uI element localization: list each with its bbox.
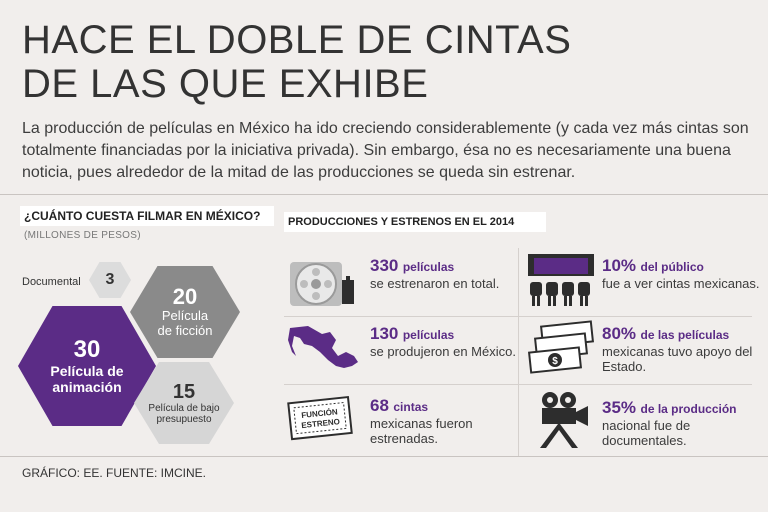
stat-68-number: 68 xyxy=(370,396,389,415)
ticket-text-1: FUNCIÓN xyxy=(301,407,338,420)
page-title: HACE EL DOBLE DE CINTAS DE LAS QUE EXHIB… xyxy=(22,18,742,106)
stat-35pct-text: nacional fue de documentales. xyxy=(602,418,691,448)
row-divider-1 xyxy=(284,316,752,317)
footer-credits: GRÁFICO: EE. FUENTE: IMCINE. xyxy=(22,466,207,480)
animacion-value: 30 xyxy=(73,335,101,363)
productions-section-header: Producciones y estrenos en el 2014 xyxy=(284,212,546,232)
documental-label: Documental xyxy=(22,276,81,288)
svg-text:$: $ xyxy=(552,356,558,367)
row-divider-2 xyxy=(284,384,752,385)
stat-330-number: 330 xyxy=(370,256,399,275)
stat-80pct-unit: de las películas xyxy=(640,328,730,342)
stat-68-unit: cintas xyxy=(393,400,429,414)
ticket-text-2: ESTRENO xyxy=(301,417,340,430)
stat-330-unit: películas xyxy=(402,260,455,274)
animacion-hexagon: 30 Película de animación xyxy=(18,306,156,426)
bajo-presupuesto-value: 15 xyxy=(172,380,196,403)
stat-10pct-text: fue a ver cintas mexicanas. xyxy=(602,276,760,291)
stat-80pct: 80% de las películas mexicanas tuvo apoy… xyxy=(602,324,762,374)
stat-35pct-number: 35% xyxy=(602,398,637,417)
bajo-presupuesto-label-2: presupuesto xyxy=(156,414,212,425)
column-divider xyxy=(518,248,519,456)
stat-80pct-number: 80% xyxy=(602,324,637,343)
stat-68: 68 cintas mexicanas fueron estrenadas. xyxy=(370,396,530,446)
animacion-label-2: animación xyxy=(52,379,122,396)
bottom-divider xyxy=(0,456,768,457)
intro-paragraph: La producción de películas en México ha … xyxy=(22,120,749,181)
stat-130-unit: películas xyxy=(402,328,455,342)
bajo-presupuesto-label-1: Película de bajo xyxy=(148,402,220,414)
title-line-2: DE LAS QUE EXHIBE xyxy=(22,62,429,106)
cost-section-subheader: (MILLONES DE PESOS) xyxy=(24,230,141,241)
stat-130-number: 130 xyxy=(370,324,399,343)
stat-330-text: se estrenaron en total. xyxy=(370,276,500,291)
film-camera-icon xyxy=(540,392,588,448)
ficcion-value: 20 xyxy=(172,283,198,309)
ficcion-label-2: de ficción xyxy=(157,323,213,339)
ticket-icon: FUNCIÓN ESTRENO xyxy=(287,395,353,441)
stat-130: 130 películas se produjeron en México. xyxy=(370,324,530,359)
stat-35pct: 35% de la producción nacional fue de doc… xyxy=(602,398,762,448)
film-reel-icon xyxy=(290,262,354,306)
ficcion-hexagon: 20 Película de ficción xyxy=(130,266,240,358)
stat-35pct-unit: de la producción xyxy=(640,402,737,416)
cost-section-header: ¿Cuánto cuesta filmar en México? xyxy=(20,206,274,226)
title-line-1: HACE EL DOBLE DE CINTAS xyxy=(22,18,572,62)
cinema-seats-icon xyxy=(528,254,594,306)
ficcion-label-1: Película xyxy=(161,308,209,324)
money-bills-icon: $ xyxy=(527,320,595,374)
stat-10pct-unit: del público xyxy=(640,260,704,274)
stat-10pct-number: 10% xyxy=(602,256,637,275)
documental-hexagon: 3 xyxy=(89,262,131,298)
stat-330: 330 películas se estrenaron en total. xyxy=(370,256,530,291)
stat-68-text: mexicanas fueron estrenadas. xyxy=(370,416,473,446)
top-divider xyxy=(0,194,768,195)
stat-130-text: se produjeron en México. xyxy=(370,344,516,359)
mexico-map-icon xyxy=(288,326,358,368)
animacion-label-1: Película de xyxy=(50,363,124,380)
stat-10pct: 10% del público fue a ver cintas mexican… xyxy=(602,256,762,291)
stat-80pct-text: mexicanas tuvo apoyo del Estado. xyxy=(602,344,753,374)
documental-value: 3 xyxy=(105,271,115,289)
